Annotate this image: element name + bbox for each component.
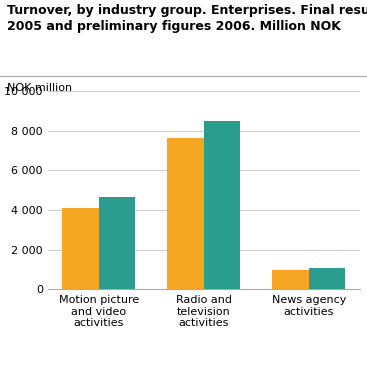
Bar bbox=[272, 269, 309, 289]
Bar bbox=[309, 267, 345, 289]
Bar bbox=[62, 208, 99, 289]
Bar bbox=[99, 197, 135, 289]
Text: Turnover, by industry group. Enterprises. Final results
2005 and preliminary fig: Turnover, by industry group. Enterprises… bbox=[7, 4, 367, 33]
Text: NOK million: NOK million bbox=[7, 83, 72, 93]
Bar bbox=[204, 121, 240, 289]
Bar bbox=[167, 138, 204, 289]
